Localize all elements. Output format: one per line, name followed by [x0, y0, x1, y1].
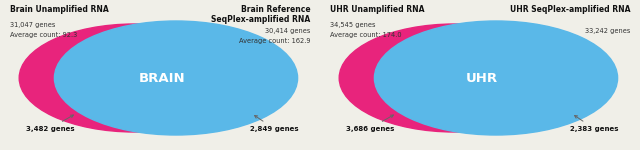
- Circle shape: [339, 24, 570, 132]
- Text: UHR: UHR: [465, 72, 498, 84]
- Text: Brain Unamplified RNA: Brain Unamplified RNA: [10, 4, 108, 14]
- Circle shape: [54, 21, 298, 135]
- Text: 30,414 genes: 30,414 genes: [265, 28, 310, 34]
- Text: UHR Unamplified RNA: UHR Unamplified RNA: [330, 4, 424, 14]
- Text: Average count: 162.9: Average count: 162.9: [239, 38, 310, 44]
- Circle shape: [374, 21, 618, 135]
- Circle shape: [19, 24, 250, 132]
- Text: BRAIN: BRAIN: [138, 72, 185, 84]
- Text: Average count: 174.0: Average count: 174.0: [330, 32, 401, 38]
- Text: UHR SeqPlex-amplified RNA: UHR SeqPlex-amplified RNA: [510, 4, 630, 14]
- Text: 31,047 genes: 31,047 genes: [10, 22, 55, 28]
- Text: 3,686 genes: 3,686 genes: [346, 115, 394, 132]
- Text: 2,383 genes: 2,383 genes: [570, 116, 618, 132]
- Text: 3,482 genes: 3,482 genes: [26, 115, 74, 132]
- Text: 2,849 genes: 2,849 genes: [250, 116, 298, 132]
- Text: 33,242 genes: 33,242 genes: [585, 28, 630, 34]
- Text: Average count: 92.3: Average count: 92.3: [10, 32, 77, 38]
- Text: 34,545 genes: 34,545 genes: [330, 22, 375, 28]
- Text: Brain Reference
SeqPlex-amplified RNA: Brain Reference SeqPlex-amplified RNA: [211, 4, 310, 24]
